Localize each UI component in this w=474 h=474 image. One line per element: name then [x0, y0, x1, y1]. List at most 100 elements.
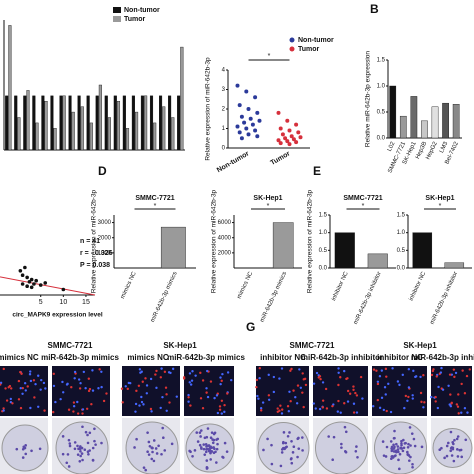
- cell: [34, 382, 37, 386]
- colony: [397, 450, 400, 454]
- x-tick-label: 5: [39, 299, 43, 306]
- cell: [52, 372, 55, 376]
- colony: [207, 449, 211, 453]
- cell: [42, 381, 46, 385]
- y-tick-label: 1.5: [319, 213, 328, 219]
- cell: [19, 387, 22, 390]
- cell: [415, 375, 418, 378]
- cell: [278, 377, 281, 380]
- cell: [372, 405, 375, 408]
- point: [29, 285, 34, 290]
- fluorescence-image: [184, 366, 234, 416]
- bar: [50, 95, 54, 151]
- colony: [406, 453, 410, 457]
- cell: [33, 396, 36, 399]
- colony: [142, 466, 146, 469]
- cell: [40, 378, 43, 382]
- colony: [144, 468, 147, 472]
- colony: [81, 458, 84, 462]
- colony: [456, 435, 460, 438]
- colony: [147, 453, 151, 456]
- colony: [400, 439, 403, 443]
- colony: [216, 442, 219, 446]
- cell: [331, 404, 334, 408]
- cell: [137, 384, 141, 387]
- cell: [454, 371, 458, 375]
- colony: [327, 435, 330, 438]
- cell: [168, 401, 171, 404]
- point: [257, 118, 262, 123]
- colony: [202, 443, 206, 446]
- y-tick-label: 0.0: [397, 266, 406, 272]
- colony: [146, 431, 149, 434]
- cell: [142, 403, 145, 406]
- colony: [394, 454, 397, 457]
- bar: [107, 117, 111, 151]
- cell: [149, 407, 153, 411]
- cell: [296, 384, 300, 387]
- x-tick-label: mimics NC: [237, 270, 255, 299]
- cell: [230, 378, 233, 382]
- point: [248, 116, 253, 121]
- cell: [434, 400, 437, 403]
- cell: [67, 408, 71, 411]
- bar: [113, 95, 117, 151]
- image-header: SK-Hep1: [403, 341, 437, 350]
- image-label: inhibitor NC: [377, 353, 423, 362]
- colony: [151, 450, 154, 454]
- bar: [116, 101, 121, 151]
- colony: [384, 455, 388, 458]
- cell: [385, 409, 388, 413]
- colony: [301, 449, 304, 452]
- cell: [87, 377, 91, 380]
- cell: [289, 369, 292, 372]
- colony: [460, 455, 464, 459]
- colony: [410, 432, 414, 435]
- cell: [280, 408, 284, 411]
- bar: [125, 128, 130, 151]
- colony: [157, 444, 160, 448]
- colony: [286, 434, 290, 438]
- cell: [52, 384, 56, 388]
- panel-label: G: [246, 320, 255, 334]
- cell: [407, 368, 411, 371]
- y-tick-label: 1: [222, 126, 226, 132]
- cell: [171, 367, 175, 371]
- point: [246, 107, 251, 111]
- point: [287, 142, 292, 147]
- bar: [59, 95, 63, 151]
- colony: [212, 438, 216, 442]
- colony: [355, 445, 358, 448]
- legend-label: Non-tumor: [124, 7, 160, 14]
- cell: [434, 395, 437, 399]
- cell: [396, 380, 400, 383]
- y-tick-label: 0.5: [397, 248, 406, 254]
- cell: [348, 392, 352, 395]
- colony: [200, 447, 203, 450]
- cell: [140, 400, 144, 404]
- cell: [447, 384, 450, 387]
- cell: [29, 379, 33, 383]
- colony: [76, 444, 79, 448]
- colony: [225, 450, 229, 453]
- cell: [44, 387, 47, 390]
- point: [253, 95, 258, 100]
- cell: [380, 396, 384, 400]
- micrographs: [0, 366, 473, 474]
- cell: [159, 376, 163, 379]
- colony: [205, 448, 208, 451]
- cell: [32, 379, 36, 382]
- bar: [153, 122, 157, 151]
- colony: [400, 442, 403, 445]
- colony: [449, 449, 453, 453]
- colony: [395, 450, 398, 454]
- colony: [212, 432, 216, 436]
- cell: [24, 389, 27, 392]
- cell: [167, 371, 171, 374]
- point: [242, 120, 247, 125]
- colony: [284, 441, 288, 445]
- bar: [86, 95, 90, 151]
- colony: [198, 431, 202, 434]
- fluorescence-image: [313, 366, 368, 416]
- colony: [344, 430, 348, 434]
